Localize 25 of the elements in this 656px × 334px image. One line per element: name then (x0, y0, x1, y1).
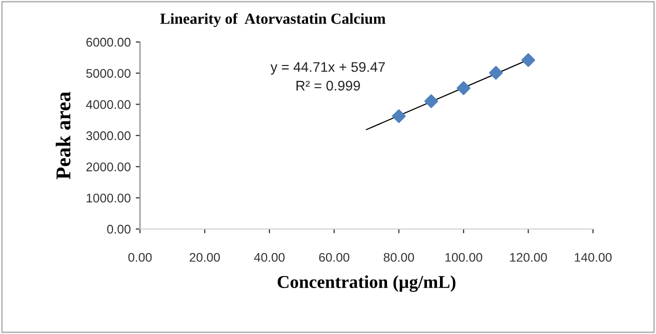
x-tick-label: 40.00 (254, 252, 285, 262)
x-tick-label: 140.00 (574, 252, 612, 262)
annotation: y = 44.71x + 59.47 (270, 62, 385, 75)
y-tick-label: 3000.00 (86, 131, 130, 140)
y-tick-label: 0.00 (107, 224, 130, 234)
chart-title: Linearity of Atorvastatin Calcium (160, 12, 386, 28)
annotation: R² = 0.999 (296, 80, 360, 91)
x-tick-label: 120.00 (510, 252, 547, 262)
x-axis-title: Concentration (µg/mL) (278, 275, 456, 292)
point (456, 81, 470, 96)
y-tick-label: 6000.00 (86, 38, 130, 47)
y-tick-label: 4000.00 (86, 100, 130, 109)
x-tick-label: 60.00 (319, 252, 350, 262)
x-tick-label: 100.00 (445, 252, 482, 262)
y-tick-label: 2000.00 (86, 162, 130, 172)
y-axis-title: Peak area (56, 92, 70, 180)
x-tick-label: 20.00 (190, 252, 220, 262)
y-tick-label: 1000.00 (86, 194, 130, 202)
point (392, 109, 406, 124)
point (424, 94, 438, 108)
point (521, 53, 536, 67)
x-tick-label: 80.00 (384, 252, 414, 262)
y-tick-label: 5000.00 (86, 68, 130, 78)
x-tick-label: 0.00 (128, 252, 152, 262)
point (489, 66, 503, 80)
